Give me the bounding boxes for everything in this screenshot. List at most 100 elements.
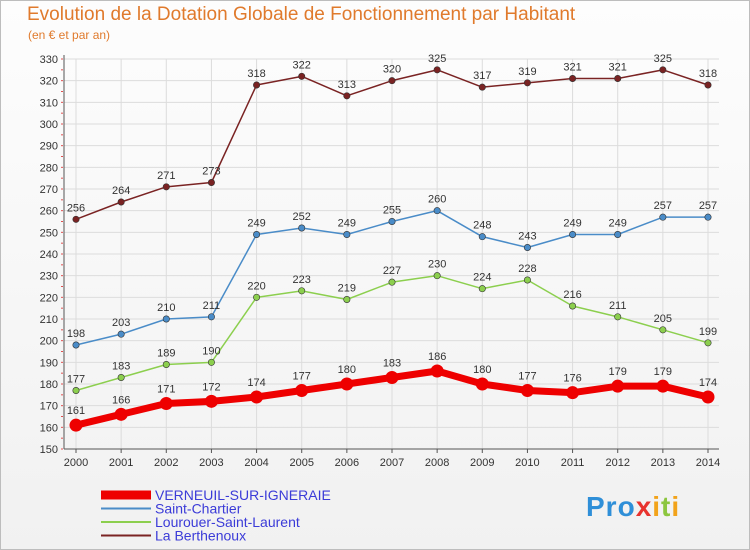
x-tick-label-2004: 2004 xyxy=(244,457,268,469)
y-tick-label-150: 150 xyxy=(40,444,58,456)
y-tick-label-280: 280 xyxy=(40,162,58,174)
point-Lourouer-Saint-Laurent-2003 xyxy=(207,358,215,366)
axes: 150 160 170 180 190 200 210 220 230 240 250 260 270 2… xyxy=(40,54,721,469)
y-tick-label-260: 260 xyxy=(40,206,58,218)
point-VERNEUIL-SUR-IGNERAIE-2000 xyxy=(69,418,83,432)
data-label-La Berthenoux-2004: 318 xyxy=(247,68,265,80)
x-tick-label-2006: 2006 xyxy=(335,457,359,469)
point-VERNEUIL-SUR-IGNERAIE-2011 xyxy=(566,386,580,400)
point-La Berthenoux-2014 xyxy=(704,81,712,89)
point-Lourouer-Saint-Laurent-2002 xyxy=(162,360,170,368)
data-label-VERNEUIL-SUR-IGNERAIE-2006: 180 xyxy=(338,364,356,376)
data-label-La Berthenoux-2008: 325 xyxy=(428,53,446,65)
point-La Berthenoux-2013 xyxy=(659,66,667,74)
point-Saint-Chartier-2008 xyxy=(433,207,441,215)
point-La Berthenoux-2000 xyxy=(72,215,80,223)
point-Saint-Chartier-2005 xyxy=(298,224,306,232)
y-tick-label-290: 290 xyxy=(40,141,58,153)
data-label-Lourouer-Saint-Laurent-2010: 228 xyxy=(518,263,536,275)
point-La Berthenoux-2008 xyxy=(433,66,441,74)
legend-label-La Berthenoux: La Berthenoux xyxy=(155,528,246,544)
point-Saint-Chartier-2009 xyxy=(478,233,486,241)
y-tick-label-270: 270 xyxy=(40,184,58,196)
proxiti-logo: Proxiti xyxy=(586,491,681,522)
data-label-La Berthenoux-2013: 325 xyxy=(654,53,672,65)
y-tick-label-310: 310 xyxy=(40,97,58,109)
data-label-Saint-Chartier-2013: 257 xyxy=(654,200,672,212)
data-label-La Berthenoux-2002: 271 xyxy=(157,170,175,182)
data-label-VERNEUIL-SUR-IGNERAIE-2013: 179 xyxy=(654,366,672,378)
point-Saint-Chartier-2004 xyxy=(253,231,261,239)
point-Saint-Chartier-2000 xyxy=(72,341,80,349)
data-label-VERNEUIL-SUR-IGNERAIE-2010: 177 xyxy=(518,371,536,383)
point-Lourouer-Saint-Laurent-2006 xyxy=(343,295,351,303)
y-tick-label-320: 320 xyxy=(40,76,58,88)
data-label-Lourouer-Saint-Laurent-2004: 220 xyxy=(247,280,265,292)
series-lines xyxy=(69,66,715,432)
data-label-VERNEUIL-SUR-IGNERAIE-2000: 161 xyxy=(67,405,85,417)
point-VERNEUIL-SUR-IGNERAIE-2001 xyxy=(114,407,128,421)
x-tick-label-2005: 2005 xyxy=(289,457,313,469)
data-label-La Berthenoux-2006: 313 xyxy=(338,79,356,91)
x-tick-label-2010: 2010 xyxy=(515,457,539,469)
grid xyxy=(64,58,719,450)
data-label-Lourouer-Saint-Laurent-2006: 219 xyxy=(338,283,356,295)
data-label-Saint-Chartier-2007: 255 xyxy=(383,205,401,217)
point-Saint-Chartier-2012 xyxy=(614,231,622,239)
data-label-VERNEUIL-SUR-IGNERAIE-2012: 179 xyxy=(609,366,627,378)
point-Lourouer-Saint-Laurent-2007 xyxy=(388,278,396,286)
x-tick-label-2008: 2008 xyxy=(425,457,449,469)
data-label-La Berthenoux-2005: 322 xyxy=(293,59,311,71)
data-label-Lourouer-Saint-Laurent-2014: 199 xyxy=(699,326,717,338)
x-tick-label-2007: 2007 xyxy=(380,457,404,469)
point-La Berthenoux-2009 xyxy=(478,83,486,91)
y-tick-label-200: 200 xyxy=(40,336,58,348)
point-VERNEUIL-SUR-IGNERAIE-2003 xyxy=(204,394,218,408)
y-tick-label-300: 300 xyxy=(40,119,58,131)
point-VERNEUIL-SUR-IGNERAIE-2005 xyxy=(295,384,309,397)
y-tick-label-220: 220 xyxy=(40,292,58,304)
point-Saint-Chartier-2003 xyxy=(207,313,215,321)
data-label-La Berthenoux-2003: 273 xyxy=(202,166,220,178)
y-tick-label-190: 190 xyxy=(40,357,58,369)
point-Lourouer-Saint-Laurent-2009 xyxy=(478,285,486,293)
data-label-Saint-Chartier-2011: 249 xyxy=(563,218,581,230)
point-Saint-Chartier-2001 xyxy=(117,330,125,338)
point-La Berthenoux-2011 xyxy=(569,75,577,83)
x-tick-label-2014: 2014 xyxy=(696,457,720,469)
legend-label-Lourouer-Saint-Laurent: Lourouer-Saint-Laurent xyxy=(155,514,300,530)
point-VERNEUIL-SUR-IGNERAIE-2012 xyxy=(611,379,625,393)
data-label-VERNEUIL-SUR-IGNERAIE-2014: 174 xyxy=(699,377,717,389)
y-tick-label-330: 330 xyxy=(40,54,58,66)
point-La Berthenoux-2001 xyxy=(117,198,125,206)
data-label-Saint-Chartier-2002: 210 xyxy=(157,302,175,314)
point-Saint-Chartier-2007 xyxy=(388,218,396,226)
data-label-Lourouer-Saint-Laurent-2005: 223 xyxy=(293,274,311,286)
data-label-VERNEUIL-SUR-IGNERAIE-2002: 171 xyxy=(157,384,175,396)
data-label-La Berthenoux-2010: 319 xyxy=(518,66,536,78)
point-La Berthenoux-2007 xyxy=(388,77,396,85)
data-label-Saint-Chartier-2005: 252 xyxy=(293,211,311,223)
point-Saint-Chartier-2011 xyxy=(569,231,577,239)
data-label-Lourouer-Saint-Laurent-2013: 205 xyxy=(654,313,672,325)
point-VERNEUIL-SUR-IGNERAIE-2014 xyxy=(701,390,715,404)
point-Lourouer-Saint-Laurent-2012 xyxy=(614,313,622,321)
point-Lourouer-Saint-Laurent-2014 xyxy=(704,339,712,347)
data-label-Lourouer-Saint-Laurent-2002: 189 xyxy=(157,348,175,360)
x-tick-label-2000: 2000 xyxy=(64,457,88,469)
data-label-VERNEUIL-SUR-IGNERAIE-2001: 166 xyxy=(112,394,130,406)
point-Saint-Chartier-2006 xyxy=(343,231,351,239)
data-label-VERNEUIL-SUR-IGNERAIE-2005: 177 xyxy=(293,371,311,383)
data-label-La Berthenoux-2001: 264 xyxy=(112,185,130,197)
point-Saint-Chartier-2014 xyxy=(704,213,712,221)
legend-label-VERNEUIL-SUR-IGNERAIE: VERNEUIL-SUR-IGNERAIE xyxy=(155,487,331,503)
x-tick-label-2003: 2003 xyxy=(199,457,223,469)
point-VERNEUIL-SUR-IGNERAIE-2004 xyxy=(250,390,264,404)
x-tick-label-2013: 2013 xyxy=(651,457,675,469)
y-tick-label-210: 210 xyxy=(40,314,58,326)
y-tick-label-160: 160 xyxy=(40,422,58,434)
data-label-Lourouer-Saint-Laurent-2001: 183 xyxy=(112,361,130,373)
point-Saint-Chartier-2002 xyxy=(162,315,170,323)
x-tick-label-2001: 2001 xyxy=(109,457,133,469)
